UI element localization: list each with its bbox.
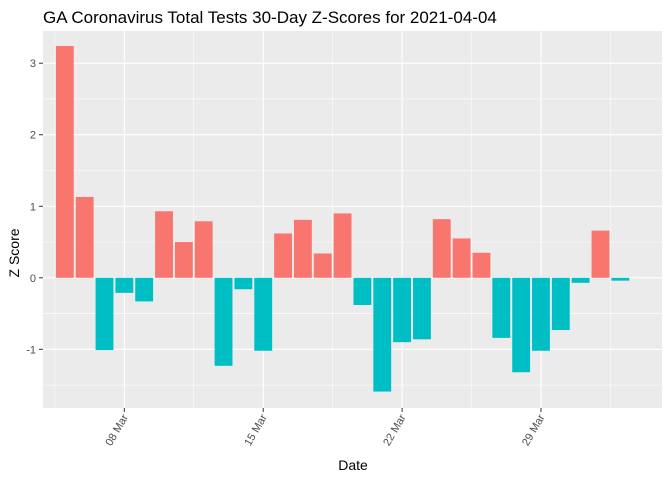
bar — [551, 277, 570, 331]
y-tick-label: 1 — [30, 201, 36, 213]
y-tick-label: -1 — [26, 344, 36, 356]
y-tick-label: 2 — [30, 130, 36, 142]
bar — [293, 219, 312, 278]
x-axis-title: Date — [338, 457, 368, 473]
bar — [135, 277, 154, 302]
bar — [313, 253, 332, 278]
x-tick-label: 15 Mar — [242, 412, 270, 448]
bar — [611, 277, 630, 281]
bar — [55, 46, 74, 278]
y-tick-label: 0 — [30, 273, 36, 285]
bar — [452, 238, 471, 278]
x-tick-label: 22 Mar — [381, 412, 409, 448]
x-tick-label: 29 Mar — [520, 412, 548, 448]
bar — [254, 277, 273, 351]
x-tick-label: 08 Mar — [103, 412, 131, 448]
bar — [115, 277, 134, 293]
bar — [492, 277, 511, 338]
chart-title: GA Coronavirus Total Tests 30-Day Z-Scor… — [43, 8, 497, 27]
bar — [214, 277, 233, 366]
y-axis: -1 0 1 2 3 — [26, 58, 43, 356]
bar — [174, 242, 193, 278]
bar — [393, 277, 412, 343]
x-axis: 08 Mar 15 Mar 22 Mar 29 Mar — [103, 408, 548, 448]
grid-minor — [43, 31, 662, 408]
bar — [413, 277, 431, 340]
bar — [155, 211, 173, 278]
bar — [373, 277, 392, 392]
bar — [274, 233, 292, 278]
bar — [532, 277, 550, 351]
plot-panel — [43, 31, 662, 408]
bar — [95, 277, 114, 351]
y-axis-title: Z Score — [6, 228, 22, 277]
y-tick-label: 3 — [30, 58, 36, 70]
bar — [75, 196, 94, 278]
bar — [432, 219, 451, 278]
bars — [55, 46, 630, 392]
bar — [333, 213, 352, 278]
bar — [353, 277, 372, 305]
bar — [194, 221, 213, 278]
bar — [512, 277, 531, 373]
bar — [571, 277, 590, 283]
bar — [591, 230, 610, 278]
bar — [472, 252, 491, 278]
bar — [234, 277, 253, 290]
